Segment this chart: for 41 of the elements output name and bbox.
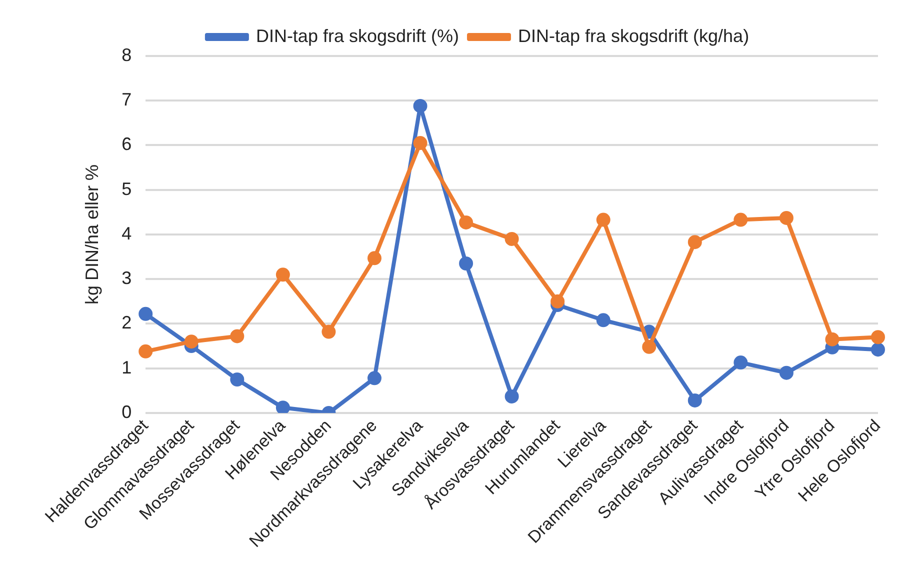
point: [504, 389, 519, 404]
point: [504, 232, 519, 246]
y-tick-label: 8: [122, 44, 132, 65]
y-tick-label: 7: [122, 90, 132, 110]
point: [642, 340, 656, 354]
y-tick-label: 2: [122, 312, 132, 333]
y-tick-label: 0: [122, 402, 132, 422]
legend-label: DIN-tap fra skogsdrift (%): [256, 26, 459, 46]
point: [367, 251, 382, 266]
y-tick-label: 1: [122, 357, 132, 378]
point: [871, 330, 885, 344]
legend-label: DIN-tap fra skogsdrift (kg/ha): [518, 26, 750, 46]
point: [322, 324, 336, 339]
point: [596, 212, 610, 227]
point: [138, 344, 153, 358]
point: [230, 372, 244, 387]
point: [184, 334, 198, 349]
point: [779, 210, 794, 225]
point: [596, 313, 610, 328]
point: [138, 306, 153, 321]
y-tick-label: 5: [122, 178, 132, 199]
point: [688, 235, 702, 250]
point: [688, 393, 702, 408]
point: [734, 212, 748, 227]
y-tick-label: 6: [122, 134, 132, 154]
point: [734, 356, 748, 370]
point: [871, 342, 885, 357]
point: [459, 215, 474, 230]
point: [413, 136, 428, 150]
point: [413, 98, 428, 113]
point: [367, 371, 382, 386]
point: [550, 294, 565, 308]
y-tick-label: 4: [122, 223, 132, 244]
point: [825, 332, 840, 346]
y-tick-label: 3: [122, 268, 132, 288]
point: [779, 366, 794, 380]
y-axis-title: kg DIN/ha eller %: [82, 164, 102, 305]
point: [459, 256, 474, 270]
point: [230, 329, 244, 344]
point: [276, 268, 290, 282]
point: [276, 400, 290, 413]
